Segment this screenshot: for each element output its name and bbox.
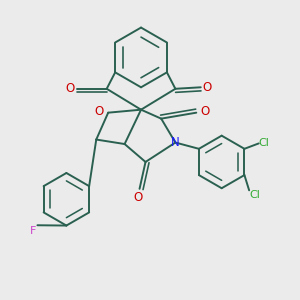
Text: Cl: Cl <box>249 190 260 200</box>
Text: O: O <box>200 105 209 118</box>
Text: O: O <box>66 82 75 95</box>
Text: F: F <box>30 226 36 236</box>
Text: N: N <box>171 136 180 149</box>
Text: O: O <box>134 191 143 204</box>
Text: O: O <box>203 81 212 94</box>
Text: Cl: Cl <box>259 138 269 148</box>
Text: O: O <box>94 105 103 118</box>
